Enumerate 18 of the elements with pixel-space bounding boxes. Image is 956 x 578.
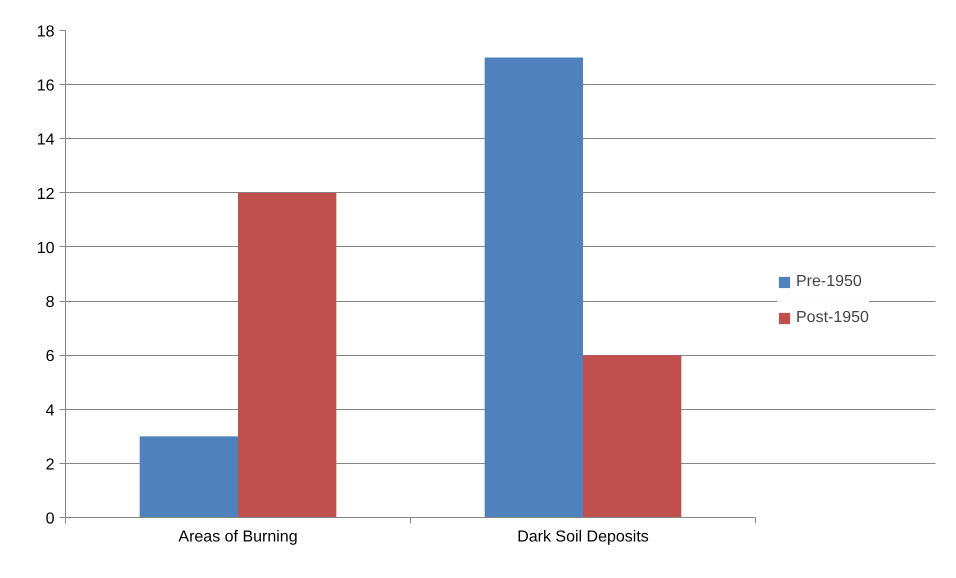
bar — [583, 355, 682, 518]
bar — [140, 436, 238, 518]
legend-label: Post-1950 — [796, 309, 869, 327]
y-tick-label: 8 — [46, 294, 55, 312]
y-tick-label: 16 — [36, 78, 55, 95]
x-tick-label: Areas of Burning — [178, 528, 298, 546]
y-tick-label: 10 — [36, 240, 55, 257]
x-tick-label: Dark Soil Deposits — [517, 528, 649, 546]
y-tick-label: 6 — [46, 348, 55, 366]
y-tick-label: 2 — [46, 456, 55, 474]
y-tick-label: 0 — [46, 510, 55, 528]
y-tick-label: 12 — [36, 186, 55, 203]
bar — [484, 58, 583, 518]
y-tick-label: 4 — [46, 402, 55, 420]
y-tick-label: 14 — [36, 132, 55, 149]
legend-label: Pre-1950 — [796, 273, 862, 291]
bar — [238, 192, 336, 518]
y-tick-label: 18 — [36, 24, 55, 40]
